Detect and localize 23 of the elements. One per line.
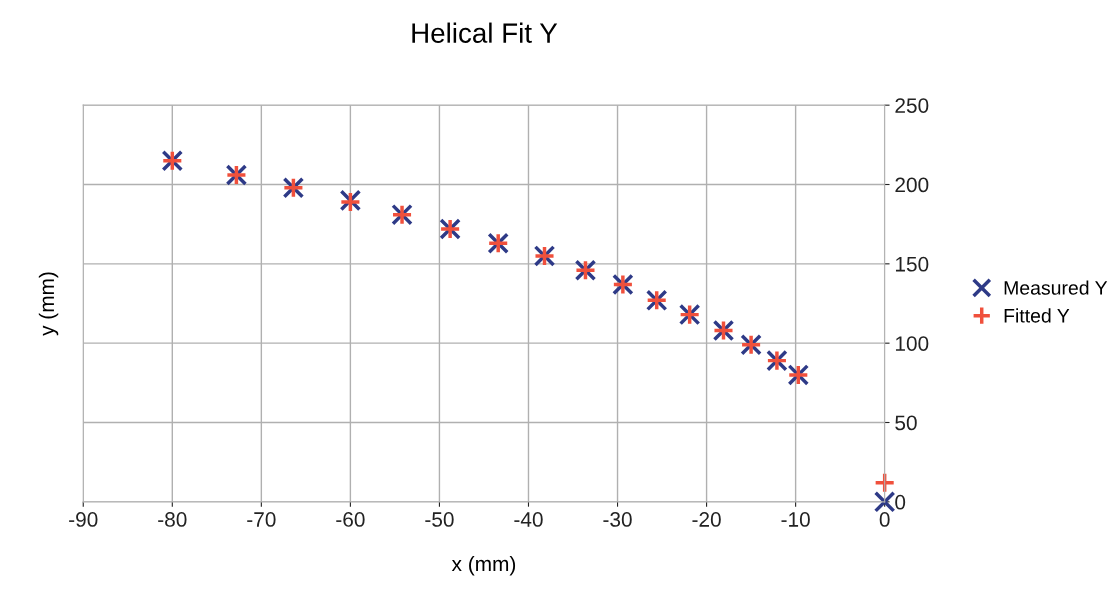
x-tick-label: -20 <box>692 512 721 527</box>
x-tick-label: -70 <box>247 512 276 527</box>
x-tick-label: -60 <box>336 512 365 527</box>
legend-label: Measured Y <box>1004 280 1108 295</box>
x-tick-label: -10 <box>781 512 810 527</box>
x-tick-label: -30 <box>603 512 632 527</box>
x-tick-label: -40 <box>514 512 543 527</box>
x-tick-label: 0 <box>879 512 890 527</box>
x-tick-label: -90 <box>69 512 98 527</box>
legend-label: Fitted Y <box>1004 308 1070 323</box>
chart-title: Helical Fit Y <box>412 22 558 43</box>
y-tick-label: 50 <box>895 415 917 431</box>
x-axis-title: x (mm) <box>451 555 516 576</box>
x-tick-label: -80 <box>158 512 187 527</box>
y-tick-label: 250 <box>895 98 929 113</box>
x-tick-label: -50 <box>425 512 454 527</box>
point <box>873 491 896 513</box>
y-axis-title: y (mm) <box>38 272 59 336</box>
y-tick-label: 150 <box>895 256 929 272</box>
y-tick-label: 200 <box>895 177 929 193</box>
y-tick-label: 0 <box>895 494 906 510</box>
point <box>873 472 896 494</box>
y-tick-label: 100 <box>895 336 929 351</box>
